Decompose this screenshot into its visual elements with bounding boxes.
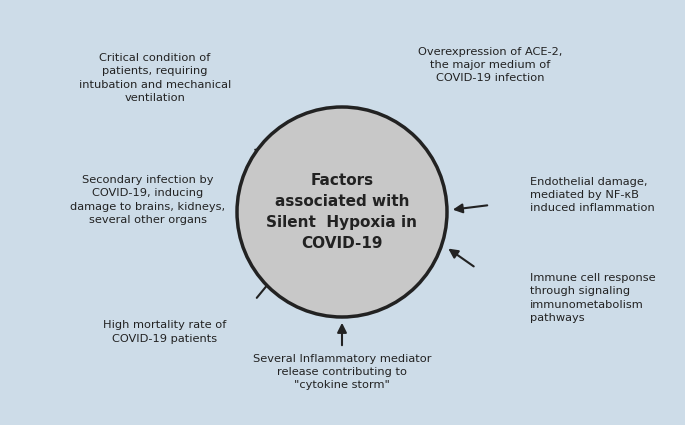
Text: High mortality rate of
COVID-19 patients: High mortality rate of COVID-19 patients: [103, 320, 227, 343]
Text: Secondary infection by
COVID-19, inducing
damage to brains, kidneys,
several oth: Secondary infection by COVID-19, inducin…: [71, 175, 225, 225]
Ellipse shape: [237, 107, 447, 317]
Text: Critical condition of
patients, requiring
intubation and mechanical
ventilation: Critical condition of patients, requirin…: [79, 53, 231, 103]
Text: Immune cell response
through signaling
immunometabolism
pathways: Immune cell response through signaling i…: [530, 273, 656, 323]
Text: Several Inflammatory mediator
release contributing to
"cytokine storm": Several Inflammatory mediator release co…: [253, 354, 432, 390]
Text: Overexpression of ACE-2,
the major medium of
COVID-19 infection: Overexpression of ACE-2, the major mediu…: [418, 47, 562, 83]
Text: Endothelial damage,
mediated by NF-κB
induced inflammation: Endothelial damage, mediated by NF-κB in…: [530, 177, 655, 213]
Text: Factors
associated with
Silent  Hypoxia in
COVID-19: Factors associated with Silent Hypoxia i…: [266, 173, 417, 251]
